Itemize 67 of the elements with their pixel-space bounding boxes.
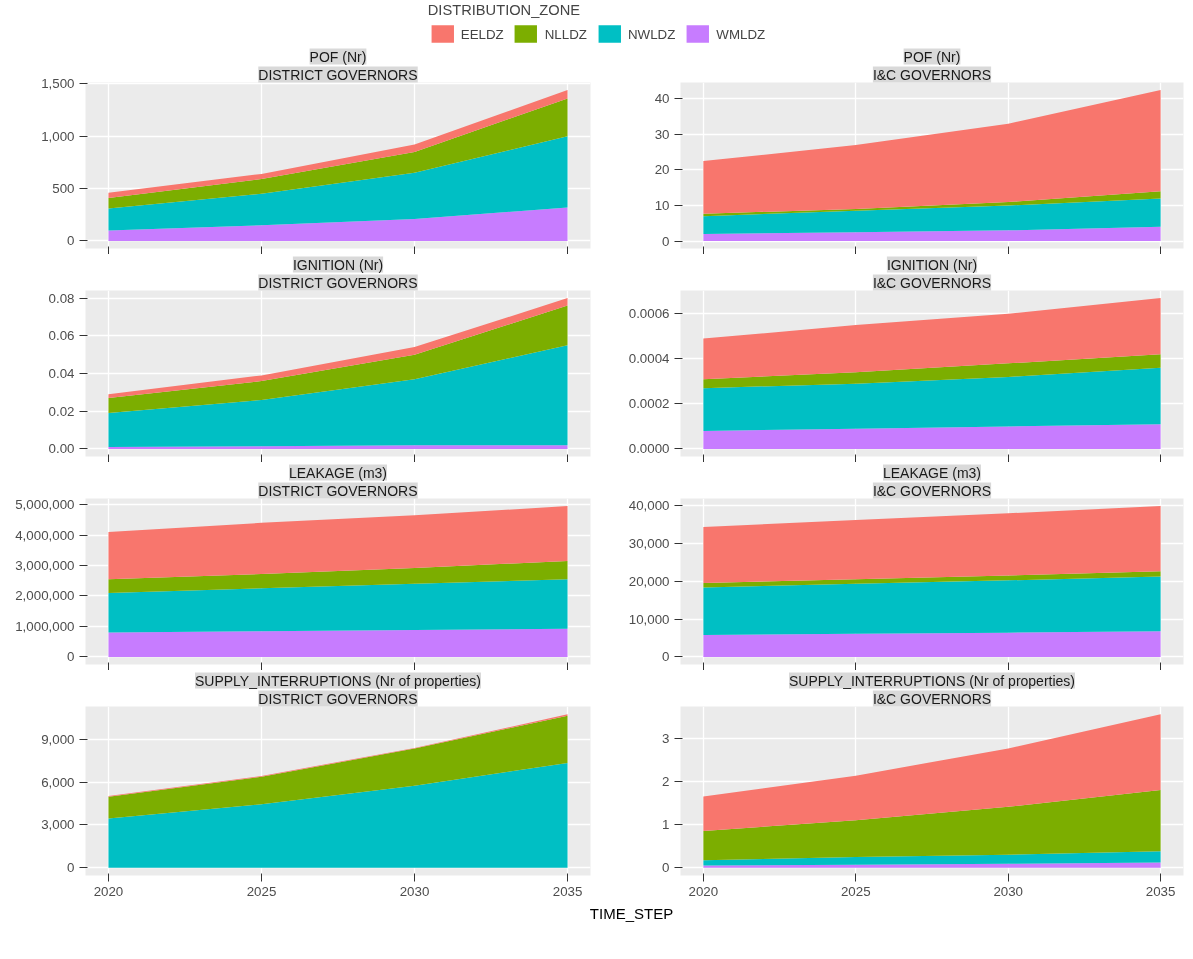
legend-label: NWLDZ [627, 26, 676, 41]
y-tick-label: 9,000 [41, 731, 75, 747]
chart-title: IGNITION (Nr) [886, 256, 978, 273]
chart-subtitle: I&C GOVERNORS [872, 274, 992, 291]
y-tick-label: 2 [662, 773, 670, 789]
chart-title: LEAKAGE (m3) [882, 464, 982, 481]
y-tick-label: 1,500 [41, 76, 75, 92]
y-tick-label: 20,000 [628, 573, 670, 589]
y-tick-label: 20 [654, 162, 670, 178]
y-tick-label: 1,000 [41, 128, 75, 144]
chart-subtitle: I&C GOVERNORS [872, 690, 992, 707]
chart-subtitle: DISTRICT GOVERNORS [258, 274, 418, 291]
y-tick-label: 3,000 [41, 817, 75, 833]
y-tick-label: 0 [67, 649, 75, 665]
y-tick-label: 3,000,000 [15, 558, 75, 574]
x-tick-label: 2030 [399, 883, 430, 899]
x-tick-label: 2035 [552, 883, 583, 899]
y-tick-label: 5,000,000 [15, 497, 75, 513]
y-tick-label: 4,000,000 [15, 527, 75, 543]
chart-title: IGNITION (Nr) [292, 256, 384, 273]
y-tick-label: 40 [654, 91, 670, 107]
chart-subtitle: I&C GOVERNORS [872, 482, 992, 499]
y-tick-label: 3 [662, 730, 670, 746]
x-tick-label: 2025 [246, 883, 277, 899]
y-tick-label: 30 [654, 126, 670, 142]
y-tick-label: 10 [654, 197, 670, 213]
y-tick-label: 0.0002 [628, 396, 670, 412]
chart-title: LEAKAGE (m3) [288, 464, 388, 481]
y-tick-label: 1,000,000 [15, 618, 75, 634]
x-tick-label: 2025 [840, 883, 871, 899]
y-tick-label: 1 [662, 817, 670, 832]
legend-label: EELDZ [460, 26, 504, 41]
y-tick-label: 0 [662, 649, 670, 665]
chart-title: SUPPLY_INTERRUPTIONS (Nr of properties) [788, 672, 1076, 689]
x-tick-label: 2020 [688, 883, 719, 899]
x-tick-label: 2035 [1145, 883, 1176, 899]
y-tick-label: 0 [67, 233, 75, 249]
y-tick-label: 0 [67, 860, 75, 876]
legend-title: DISTRIBUTION_ZONE [427, 1, 582, 18]
chart-subtitle: DISTRICT GOVERNORS [258, 482, 418, 499]
chart-title: POF (Nr) [903, 48, 961, 65]
x-tick-label: 2030 [993, 883, 1024, 899]
y-tick-label: 0.02 [48, 403, 75, 419]
y-tick-label: 0.04 [48, 366, 76, 381]
y-tick-label: 0.08 [48, 290, 75, 306]
y-tick-label: 500 [52, 181, 75, 197]
y-tick-label: 10,000 [628, 611, 670, 627]
x-axis-title: TIME_STEP [589, 904, 674, 924]
chart-subtitle: I&C GOVERNORS [872, 66, 992, 83]
x-tick-label: 2020 [93, 883, 124, 899]
y-tick-label: 40,000 [628, 497, 670, 513]
y-tick-label: 6,000 [41, 774, 75, 790]
y-tick-label: 0.06 [48, 328, 75, 344]
legend-label: NLLDZ [544, 26, 587, 41]
y-tick-label: 0.0000 [628, 441, 670, 457]
y-tick-label: 0.00 [48, 441, 75, 457]
legend-label: WMLDZ [716, 26, 766, 41]
y-tick-label: 0.0004 [628, 351, 671, 367]
chart-title: POF (Nr) [309, 48, 367, 65]
chart-subtitle: DISTRICT GOVERNORS [258, 690, 418, 707]
y-tick-label: 0 [662, 233, 670, 249]
chart-title: SUPPLY_INTERRUPTIONS (Nr of properties) [194, 672, 482, 689]
y-tick-label: 2,000,000 [15, 588, 75, 604]
y-tick-label: 0.0006 [628, 306, 670, 322]
y-tick-label: 0 [662, 860, 670, 876]
chart-subtitle: DISTRICT GOVERNORS [258, 66, 418, 83]
y-tick-label: 30,000 [628, 535, 670, 551]
